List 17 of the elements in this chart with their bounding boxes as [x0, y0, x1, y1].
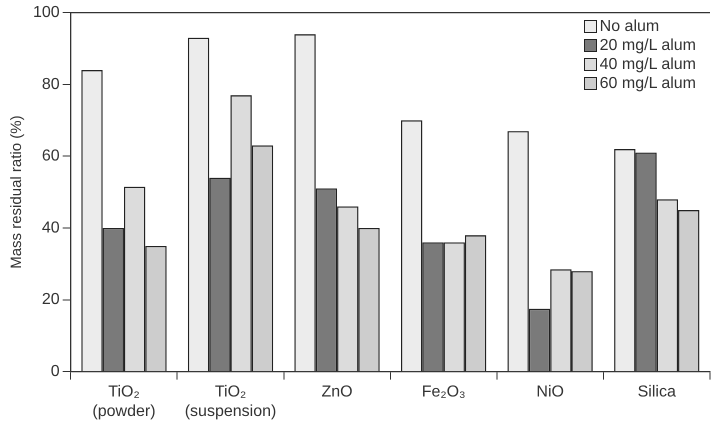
y-tick-label: 60: [42, 148, 60, 165]
y-tick-label: 20: [42, 291, 60, 308]
y-tick-label: 40: [42, 219, 60, 236]
y-tick-label: 80: [42, 76, 60, 93]
legend-label: 40 mg/L alum: [598, 54, 696, 74]
x-tick-label: TiO₂ (suspension): [184, 384, 276, 420]
x-tick-label: NiO: [536, 384, 564, 401]
legend-label: 20 mg/L alum: [598, 36, 696, 55]
x-tick-label: Fe₂O₃: [422, 384, 466, 401]
y-tick-label: 0: [50, 363, 60, 380]
y-axis-title: Mass residual ratio (%): [8, 115, 26, 269]
x-tick-label: ZnO: [322, 384, 353, 401]
x-tick-label: Silica: [638, 384, 676, 401]
legend-label: 60 mg/L alum: [598, 74, 696, 93]
legend-label: No alum: [598, 16, 660, 36]
y-tick-label: 100: [32, 4, 60, 22]
x-tick-label: TiO₂ (powder): [92, 384, 156, 420]
